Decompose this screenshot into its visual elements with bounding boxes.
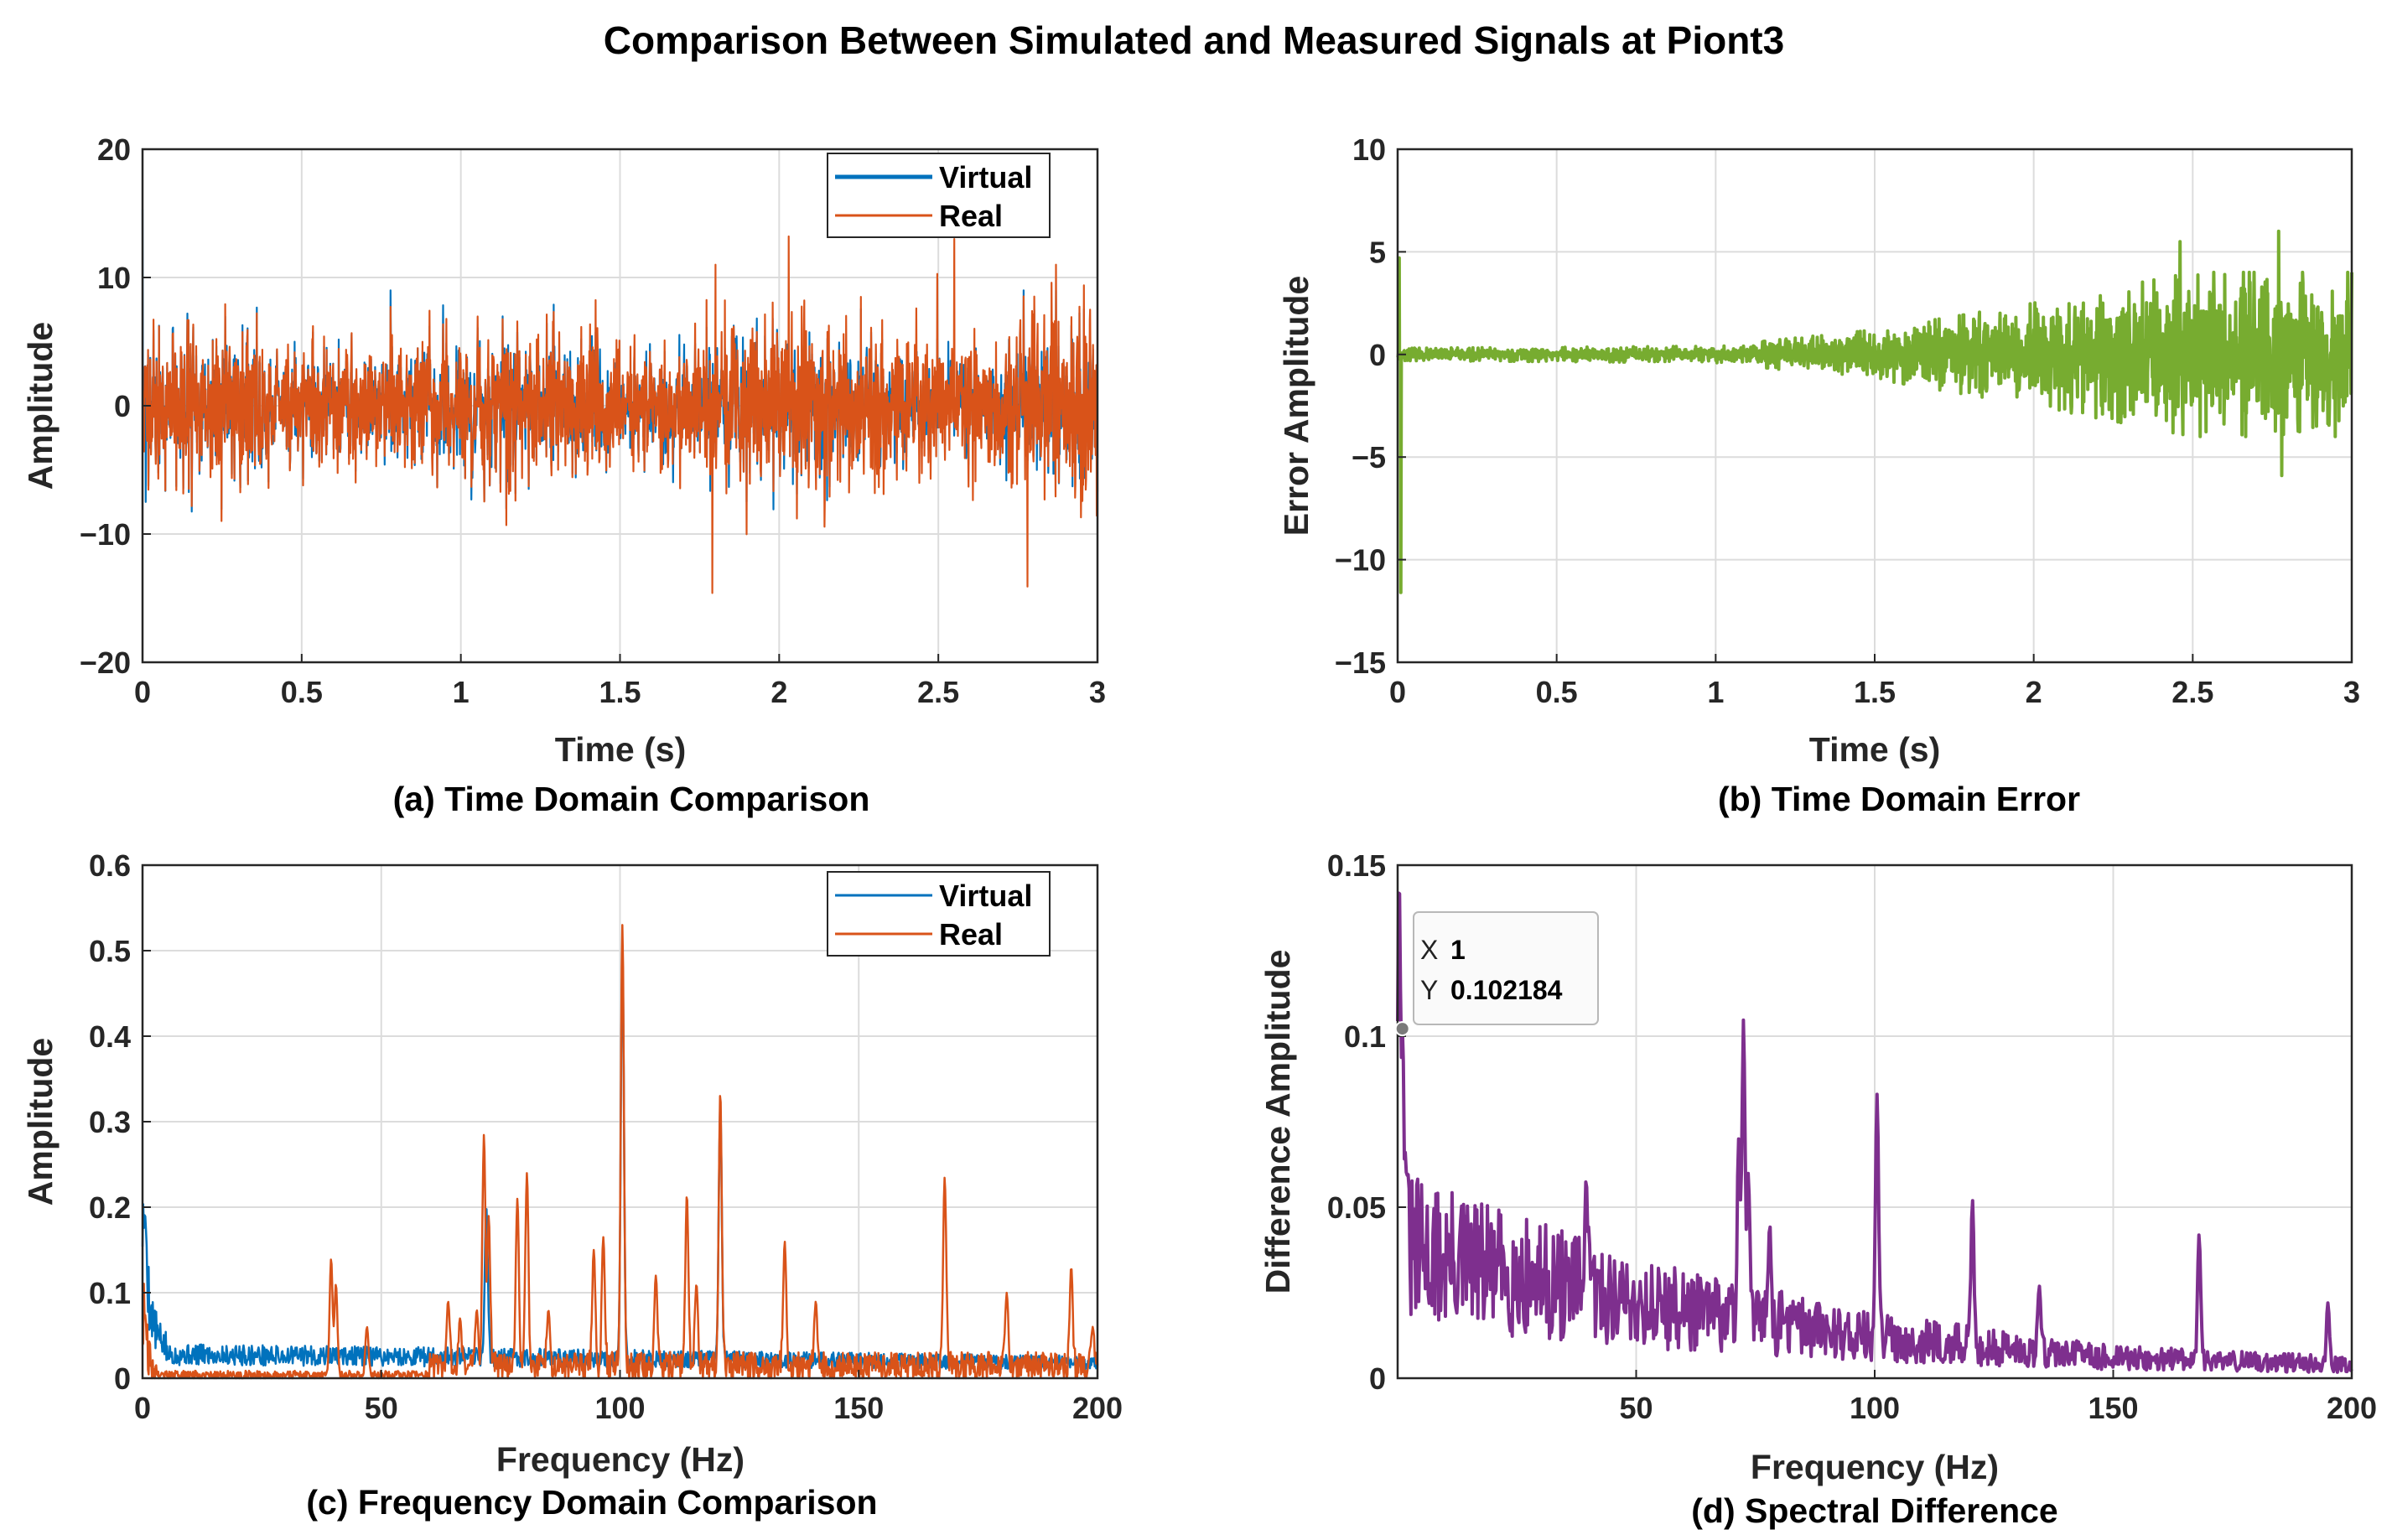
x-tick-label: 200 — [2327, 1391, 2377, 1425]
panel-c: 0 50 100 150 200 0 0.1 0.2 0.3 0.4 0.5 0.6 Frequenc… — [21, 848, 1123, 1522]
ticks-a: 0 0.5 1 1.5 2 2.5 3 −20 −10 0 10 20 — [80, 132, 1106, 709]
datatip-x-label: X — [1420, 935, 1438, 965]
x-tick-label: 2 — [771, 675, 787, 709]
caption-b: (b) Time Domain Error — [1718, 780, 2080, 818]
x-tick-label: 1.5 — [1854, 675, 1896, 709]
series-b — [1396, 229, 2353, 594]
caption-d: (d) Spectral Difference — [1691, 1491, 2057, 1530]
series-a — [141, 209, 1099, 594]
ylabel-d: Difference Amplitude — [1258, 950, 1297, 1294]
datatip-box[interactable] — [1413, 911, 1599, 1025]
y-tick-label: 0.1 — [89, 1276, 131, 1310]
xlabel-a: Time (s) — [555, 730, 686, 769]
y-tick-label: 0 — [1369, 1361, 1386, 1396]
legend-box-c — [827, 871, 1051, 957]
datatip-marker[interactable] — [1394, 1021, 1410, 1037]
y-tick-label: 10 — [97, 261, 131, 295]
legend-label-real-a: Real — [939, 199, 1003, 233]
ticks-c: 0 50 100 150 200 0 0.1 0.2 0.3 0.4 0.5 0.6 — [89, 848, 1123, 1425]
xlabel-d: Frequency (Hz) — [1751, 1448, 1999, 1486]
x-tick-label: 50 — [365, 1391, 398, 1425]
y-tick-label: 0.3 — [89, 1105, 131, 1139]
datatip-y-value: 0.102184 — [1450, 975, 1563, 1005]
x-tick-label: 1 — [1707, 675, 1724, 709]
y-tick-label: −5 — [1352, 440, 1386, 474]
x-tick-label: 100 — [1850, 1391, 1900, 1425]
y-tick-label: 0.15 — [1327, 848, 1386, 883]
x-tick-label: 2.5 — [2171, 675, 2213, 709]
caption-a: (a) Time Domain Comparison — [393, 780, 870, 818]
series-line-error — [1396, 229, 2353, 594]
grid-b — [1398, 149, 2352, 662]
x-tick-label: 1.5 — [599, 675, 641, 709]
y-tick-label: 10 — [1352, 132, 1386, 167]
x-tick-label: 0 — [134, 675, 151, 709]
y-tick-label: 0.4 — [89, 1019, 131, 1054]
figure-title: Comparison Between Simulated and Measure… — [604, 18, 1784, 62]
y-tick-label: 0 — [1369, 338, 1386, 372]
y-tick-label: 5 — [1369, 235, 1386, 269]
datatip-y-label: Y — [1420, 975, 1438, 1005]
x-tick-label: 2.5 — [917, 675, 959, 709]
panel-b: 0 0.5 1 1.5 2 2.5 3 −15 −10 −5 0 5 10 Time (s) Error… — [1277, 132, 2360, 818]
y-tick-label: −20 — [80, 646, 131, 680]
series-d — [1396, 891, 2353, 1374]
panel-d: 50 100 150 200 0 0.05 0.1 0.15 Frequency (Hz) D… — [1258, 848, 2377, 1530]
y-tick-label: 0.5 — [89, 934, 131, 968]
legend-label-real-c: Real — [939, 917, 1003, 951]
caption-c: (c) Frequency Domain Comparison — [306, 1483, 877, 1522]
x-tick-label: 1 — [453, 675, 470, 709]
x-tick-label: 0 — [134, 1391, 151, 1425]
xlabel-c: Frequency (Hz) — [496, 1440, 745, 1479]
y-tick-label: 0 — [114, 389, 131, 423]
x-tick-label: 0.5 — [1536, 675, 1578, 709]
x-tick-label: 2 — [2026, 675, 2042, 709]
y-tick-label: 0.6 — [89, 848, 131, 883]
y-tick-label: 20 — [97, 132, 131, 167]
datatip-x-value: 1 — [1450, 935, 1466, 965]
ticks-d: 50 100 150 200 0 0.05 0.1 0.15 — [1327, 848, 2377, 1425]
y-tick-label: −15 — [1335, 646, 1386, 680]
series-line-difference — [1396, 891, 2353, 1374]
ylabel-b: Error Amplitude — [1277, 276, 1315, 537]
series-c — [141, 924, 1099, 1380]
y-tick-label: −10 — [1335, 543, 1386, 578]
x-tick-label: 100 — [594, 1391, 645, 1425]
x-tick-label: 3 — [2343, 675, 2360, 709]
legend-box-a — [827, 153, 1051, 238]
legend-label-virtual-c: Virtual — [939, 879, 1032, 913]
ticks-b: 0 0.5 1 1.5 2 2.5 3 −15 −10 −5 0 5 10 — [1335, 132, 2360, 709]
series-line-real — [141, 235, 1099, 594]
x-tick-label: 0 — [1389, 675, 1406, 709]
x-tick-label: 0.5 — [281, 675, 323, 709]
x-tick-label: 50 — [1619, 1391, 1653, 1425]
panel-a: 0 0.5 1 1.5 2 2.5 3 −20 −10 0 10 20 Time (s) Amplit… — [21, 132, 1106, 818]
x-tick-label: 200 — [1072, 1391, 1123, 1425]
ylabel-a: Amplitude — [21, 322, 60, 490]
series-line-real — [141, 924, 1099, 1380]
legend-c: Virtual Real — [827, 871, 1051, 957]
y-tick-label: −10 — [80, 517, 131, 552]
y-tick-label: 0.2 — [89, 1190, 131, 1225]
y-tick-label: 0.05 — [1327, 1190, 1386, 1225]
legend-a: Virtual Real — [827, 153, 1051, 238]
ylabel-c: Amplitude — [21, 1038, 60, 1206]
x-tick-label: 3 — [1089, 675, 1106, 709]
datatip-d[interactable]: X 1 Y 0.102184 — [1394, 911, 1599, 1037]
xlabel-b: Time (s) — [1809, 730, 1940, 769]
legend-label-virtual-a: Virtual — [939, 160, 1032, 194]
x-tick-label: 150 — [2088, 1391, 2138, 1425]
x-tick-label: 150 — [833, 1391, 884, 1425]
y-tick-label: 0.1 — [1344, 1019, 1386, 1054]
y-tick-label: 0 — [114, 1361, 131, 1396]
